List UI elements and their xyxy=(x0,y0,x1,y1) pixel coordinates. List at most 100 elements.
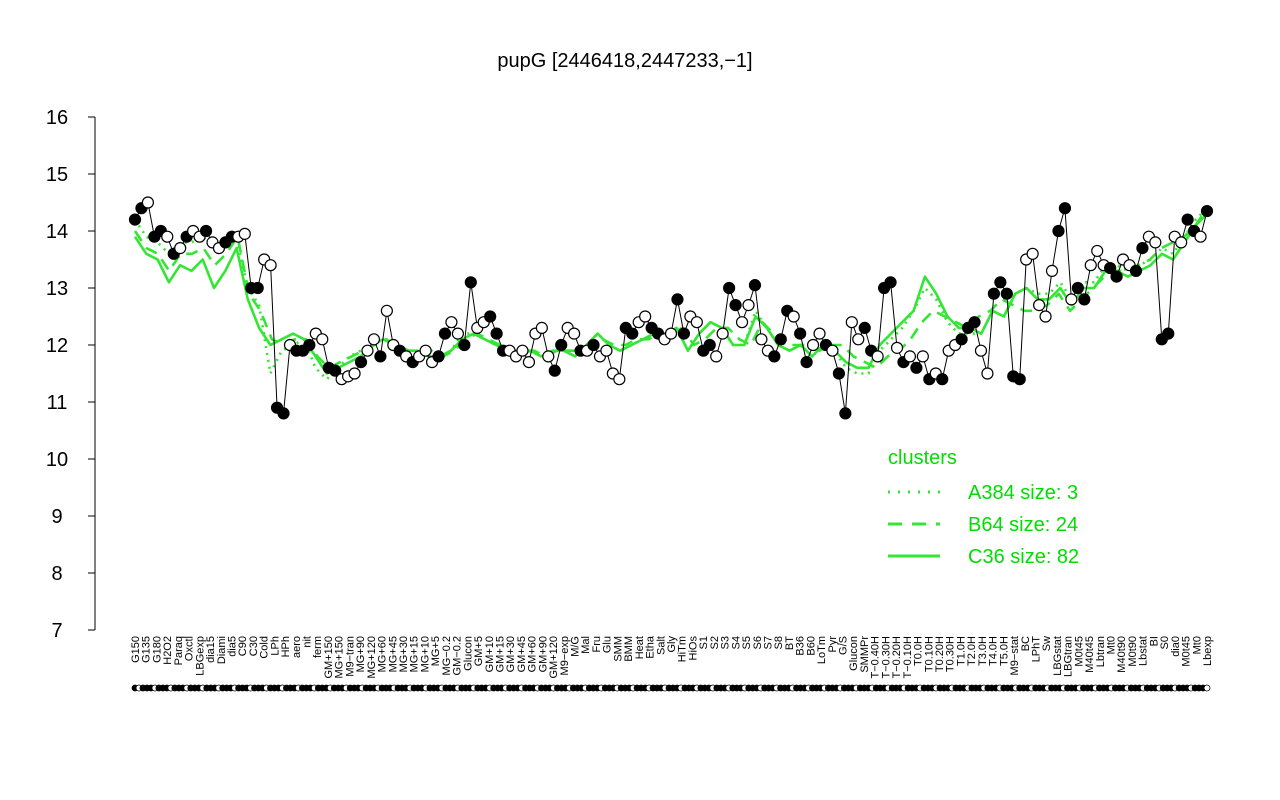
data-point xyxy=(671,293,684,306)
data-point xyxy=(1091,244,1104,258)
data-point xyxy=(316,333,329,346)
data-point xyxy=(587,338,600,352)
data-points xyxy=(128,196,1214,420)
x-tick-label: GM+120 xyxy=(548,636,560,679)
data-point xyxy=(858,321,871,334)
series-line-B64 xyxy=(133,207,1209,370)
data-point xyxy=(348,367,361,380)
x-tick-label: M9−stat xyxy=(1009,636,1021,675)
x-tick-label: B36 xyxy=(795,636,807,656)
data-point xyxy=(968,316,981,329)
x-tick-label: Cold xyxy=(259,636,271,659)
data-point xyxy=(1162,327,1175,340)
data-point xyxy=(174,242,187,255)
legend-title: clusters xyxy=(888,447,957,469)
data-point xyxy=(1110,270,1123,283)
data-point xyxy=(600,344,613,357)
x-tick-label: T3.0H xyxy=(977,636,989,666)
data-point xyxy=(871,350,884,363)
x-tick-label: C30 xyxy=(248,636,260,656)
x-tick-label: MG−0.2 xyxy=(441,636,453,675)
data-point xyxy=(852,333,865,346)
data-point xyxy=(768,350,781,363)
data-point xyxy=(994,276,1007,289)
x-tick-label: S8 xyxy=(773,636,785,649)
y-tick-label: 7 xyxy=(51,620,62,642)
data-point xyxy=(826,344,839,357)
x-tick-label: T5.0H xyxy=(998,636,1010,666)
data-point xyxy=(568,327,581,340)
data-point xyxy=(742,299,755,312)
x-tick-mark xyxy=(1203,684,1211,692)
x-tick-label: HiTm xyxy=(677,636,689,662)
x-tick-label: GM+60 xyxy=(527,636,539,672)
x-tick-label: SMMPr xyxy=(859,636,871,673)
x-tick-label: nit xyxy=(302,636,314,648)
data-point xyxy=(729,299,742,312)
x-tick-label: T−0.40H xyxy=(870,636,882,679)
x-tick-label: LoTm xyxy=(816,636,828,664)
x-tick-label: Heat xyxy=(634,636,646,659)
x-tick-label: Fru xyxy=(591,636,603,653)
y-tick-label: 15 xyxy=(46,164,68,186)
x-tick-label: dia0 xyxy=(1170,636,1182,657)
y-tick-label: 13 xyxy=(46,278,68,300)
x-tick-label: LPh xyxy=(269,636,281,656)
x-tick-label: Sw xyxy=(1041,636,1053,651)
x-tick-label: GM+10 xyxy=(484,636,496,672)
data-point xyxy=(1194,230,1207,243)
x-tick-label: M0t90 xyxy=(1127,636,1139,667)
legend-label: C36 size: 82 xyxy=(968,546,1079,568)
x-tick-label: Diami xyxy=(216,636,228,664)
x-tick-label: S7 xyxy=(762,636,774,649)
data-point xyxy=(839,407,852,420)
x-tick-label: T0.20H xyxy=(934,636,946,672)
x-tick-label: Gly xyxy=(666,636,678,653)
x-tick-label: MG+90 xyxy=(355,636,367,672)
data-point xyxy=(419,344,432,357)
data-point xyxy=(1013,373,1026,386)
x-tick-label: T0.10H xyxy=(923,636,935,672)
data-point xyxy=(936,373,949,386)
data-point xyxy=(974,344,988,357)
x-tick-label: dia5 xyxy=(226,636,238,657)
data-point xyxy=(555,338,568,352)
data-point xyxy=(535,321,548,334)
x-tick-label: MG+60 xyxy=(377,636,389,672)
x-tick-label: Glucon xyxy=(848,636,860,671)
legend-label: B64 size: 24 xyxy=(968,514,1078,536)
points-connector xyxy=(134,201,1208,415)
y-tick-label: 16 xyxy=(46,107,68,129)
x-tick-label: BT xyxy=(784,636,796,650)
data-point xyxy=(1200,204,1214,218)
data-point xyxy=(484,310,497,323)
data-point xyxy=(432,350,445,363)
data-point xyxy=(806,338,820,352)
x-tick-label: S4 xyxy=(730,636,742,649)
x-tick-label: Glu xyxy=(602,636,614,653)
data-point xyxy=(787,310,800,323)
data-point xyxy=(910,361,923,374)
x-tick-label: MG+10 xyxy=(419,636,431,672)
data-point xyxy=(490,327,503,340)
x-tick-label: Mt0 xyxy=(1106,636,1118,654)
x-tick-label: Lbtran xyxy=(1095,636,1107,667)
x-tick-label: G135 xyxy=(141,636,153,663)
data-point xyxy=(354,356,368,369)
x-tick-label: T−0.20H xyxy=(891,636,903,679)
x-tick-label: GM+150 xyxy=(323,636,335,679)
x-tick-label: ferm xyxy=(312,636,324,658)
x-tick-label: M/G xyxy=(570,636,582,657)
x-tick-label: Mal xyxy=(580,636,592,654)
x-tick-label: Oxctl xyxy=(184,636,196,661)
x-tick-label: M0t45 xyxy=(1181,636,1193,667)
data-point xyxy=(703,338,716,352)
x-tick-label: Paraq xyxy=(173,636,185,665)
x-tick-label: GM+15 xyxy=(494,636,506,672)
x-tick-label: Lbexp xyxy=(1202,636,1214,666)
x-tick-label: Lbstat xyxy=(1138,636,1150,666)
x-tick-label: S5 xyxy=(741,636,753,649)
data-point xyxy=(1071,281,1084,295)
data-point xyxy=(251,281,264,295)
data-point xyxy=(987,287,1000,300)
